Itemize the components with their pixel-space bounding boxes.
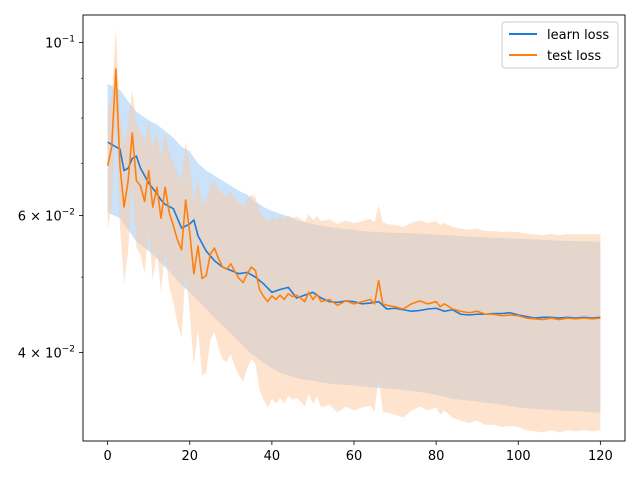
x-tick-label-60: 60: [346, 449, 363, 464]
x-tick-label-0: 0: [103, 449, 111, 464]
x-tick-label-20: 20: [181, 449, 198, 464]
test-loss-line: [106, 68, 601, 321]
learn-loss-line: [107, 141, 601, 319]
y-tick-label-0.06: 6 × 10−2: [18, 207, 75, 224]
series-lines: [106, 68, 601, 321]
legend: learn loss test loss: [501, 21, 619, 69]
y-axis: 4 × 10−2 6 × 10−2 10−1: [18, 35, 83, 362]
legend-label-learn-loss: learn loss: [547, 28, 609, 43]
x-tick-label-100: 100: [506, 449, 531, 464]
y-tick-label-0.1: 10−1: [45, 35, 75, 52]
y-tick-label-0.04: 4 × 10−2: [18, 345, 75, 362]
x-axis: 0 20 40 60 80 100 120: [103, 441, 613, 464]
x-tick-label-120: 120: [588, 449, 613, 464]
confidence-bands: [107, 27, 601, 433]
x-tick-label-80: 80: [428, 449, 445, 464]
legend-label-test-loss: test loss: [547, 49, 601, 64]
x-tick-label-40: 40: [264, 449, 281, 464]
test-loss-band: [107, 27, 601, 433]
